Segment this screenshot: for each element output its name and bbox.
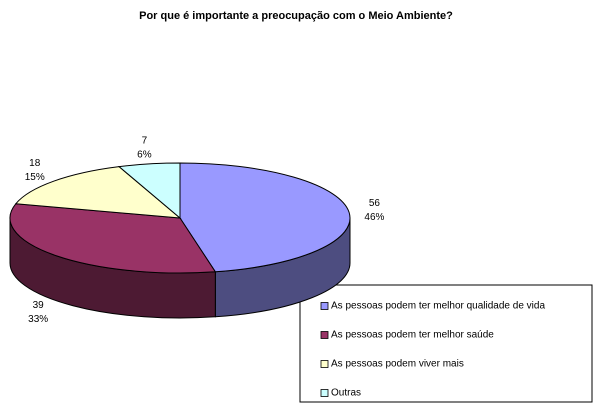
percent-label: 15%	[25, 172, 45, 183]
percent-label: 46%	[364, 212, 384, 223]
legend-label: As pessoas podem ter melhor saúde	[331, 330, 494, 341]
legend-swatch	[320, 331, 329, 339]
slice	[117, 162, 181, 220]
legend-swatch	[320, 302, 329, 310]
data-label: 56	[369, 198, 381, 209]
slice	[9, 203, 217, 274]
percent-label: 6%	[137, 149, 152, 160]
percent-label: 33%	[28, 314, 48, 325]
legend-label: As pessoas podem viver mais	[331, 359, 464, 370]
slice	[179, 162, 351, 273]
legend-swatch	[320, 389, 329, 397]
legend-label: As pessoas podem ter melhor qualidade de…	[331, 301, 545, 312]
legend-box	[299, 284, 593, 403]
data-label: 39	[33, 300, 45, 311]
data-label: 18	[29, 158, 41, 169]
legend-label: Outras	[331, 388, 361, 399]
data-label: 7	[142, 135, 148, 146]
slice	[14, 166, 182, 219]
legend-swatch	[320, 360, 329, 368]
chart-title: Por que é importante a preocupação com o…	[139, 10, 453, 22]
